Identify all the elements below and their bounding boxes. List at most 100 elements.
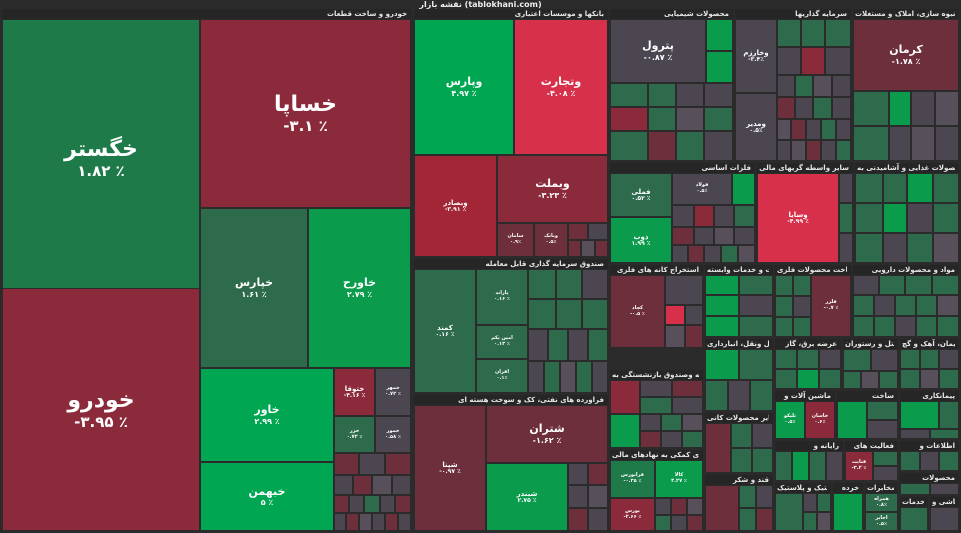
mini-tile[interactable] [568, 508, 588, 531]
tile-vamadaran[interactable]: ومدیر ۰.۵٪ [735, 93, 777, 161]
mini-tile[interactable] [734, 227, 755, 245]
mini-tile[interactable] [895, 295, 916, 316]
mini-tile[interactable] [883, 233, 907, 263]
mini-tile[interactable] [688, 245, 704, 263]
mini-tile[interactable] [939, 369, 959, 389]
mini-tile[interactable] [930, 429, 959, 439]
mini-tile[interactable] [706, 51, 733, 83]
mini-tile[interactable] [935, 91, 959, 126]
mini-tile[interactable] [705, 316, 739, 337]
tile-vakharazm[interactable]: وخارزم -۳.۴٪ [735, 19, 777, 93]
mini-tile[interactable] [752, 423, 773, 448]
tile-boors[interactable]: بورس -۲.۶۶ ٪ [610, 498, 655, 531]
tile-parand[interactable]: پاراند ۰.۱۶ ٪ [476, 269, 528, 325]
mini-tile[interactable] [867, 420, 898, 439]
mini-tile[interactable] [582, 269, 608, 299]
mini-tile[interactable] [528, 361, 544, 393]
tile-ghathabet[interactable]: قثابت -۳.۲ ٪ [845, 451, 873, 481]
mini-tile[interactable] [739, 485, 756, 508]
mini-tile[interactable] [836, 140, 851, 161]
mini-tile[interactable] [803, 493, 817, 512]
mini-tile[interactable] [933, 203, 959, 233]
tile-khsapa[interactable]: خساپا -۳.۱ ٪ [200, 19, 411, 208]
mini-tile[interactable] [588, 223, 608, 240]
mini-tile[interactable] [672, 205, 694, 227]
tile-kalla[interactable]: کالا ۴.۲۷ ٪ [655, 460, 703, 498]
mini-tile[interactable] [750, 380, 773, 411]
mini-tile[interactable] [937, 316, 959, 337]
mini-tile[interactable] [775, 493, 803, 531]
mini-tile[interactable] [588, 463, 608, 485]
mini-tile[interactable] [795, 97, 813, 119]
mini-tile[interactable] [813, 97, 832, 119]
mini-tile[interactable] [916, 316, 937, 337]
mini-tile[interactable] [731, 423, 752, 448]
mini-tile[interactable] [920, 369, 939, 389]
mini-tile[interactable] [661, 431, 682, 448]
mini-tile[interactable] [705, 295, 739, 316]
mini-tile[interactable] [825, 19, 851, 47]
mini-tile[interactable] [932, 275, 959, 295]
mini-tile[interactable] [900, 349, 920, 369]
mini-tile[interactable] [775, 451, 792, 481]
mini-tile[interactable] [793, 317, 811, 337]
mini-tile[interactable] [640, 380, 672, 397]
mini-tile[interactable] [819, 349, 841, 369]
mini-tile[interactable] [704, 131, 733, 161]
mini-tile[interactable] [911, 91, 935, 126]
mini-tile[interactable] [821, 140, 836, 161]
mini-tile[interactable] [907, 233, 933, 263]
mini-tile[interactable] [933, 233, 959, 263]
tile-akhaber[interactable]: اخابر ۰.۵٪ [865, 512, 898, 531]
tile-farabors[interactable]: فرابورس -۰.۳۵ ٪ [610, 460, 655, 498]
tile-khamehr[interactable]: خمهر ۰.۷۲ ٪ [375, 368, 411, 416]
mini-tile[interactable] [853, 126, 889, 161]
mini-tile[interactable] [385, 513, 398, 531]
mini-tile[interactable] [728, 380, 750, 411]
mini-tile[interactable] [900, 429, 930, 439]
mini-tile[interactable] [705, 380, 728, 411]
mini-tile[interactable] [648, 83, 676, 107]
tile-khamoor[interactable]: خمور ۰.۵۸ ٪ [375, 416, 411, 453]
mini-tile[interactable] [883, 203, 907, 233]
mini-tile[interactable] [665, 275, 703, 305]
mini-tile[interactable] [556, 269, 582, 299]
mini-tile[interactable] [704, 83, 733, 107]
mini-tile[interactable] [705, 349, 739, 380]
mini-tile[interactable] [836, 119, 851, 140]
mini-tile[interactable] [665, 305, 685, 325]
mini-tile[interactable] [777, 47, 801, 75]
mini-tile[interactable] [825, 47, 851, 75]
mini-tile[interactable] [813, 75, 832, 97]
mini-tile[interactable] [756, 508, 773, 531]
mini-tile[interactable] [873, 451, 898, 466]
mini-tile[interactable] [705, 275, 739, 295]
mini-tile[interactable] [568, 223, 588, 240]
mini-tile[interactable] [714, 227, 734, 245]
mini-tile[interactable] [821, 119, 836, 140]
mini-tile[interactable] [568, 240, 581, 257]
mini-tile[interactable] [803, 512, 817, 531]
mini-tile[interactable] [385, 453, 411, 475]
tile-khavarh[interactable]: خاورح ۲.۷۹ ٪ [308, 208, 411, 368]
tile-vesapa[interactable]: وسایا -۴.۹۹ ٪ [757, 173, 839, 263]
mini-tile[interactable] [582, 299, 608, 329]
mini-tile[interactable] [777, 140, 791, 161]
mini-tile[interactable] [588, 485, 608, 508]
tile-foolad[interactable]: فولاد ۰.۵٪ [672, 173, 732, 205]
mini-tile[interactable] [777, 97, 795, 119]
mini-tile[interactable] [610, 380, 640, 414]
mini-tile[interactable] [353, 475, 372, 495]
mini-tile[interactable] [833, 493, 863, 531]
mini-tile[interactable] [671, 498, 687, 515]
mini-tile[interactable] [874, 316, 895, 337]
mini-tile[interactable] [676, 107, 704, 131]
tile-femeli[interactable]: فملی ۰.۵۲ ٪ [610, 173, 672, 217]
mini-tile[interactable] [544, 361, 560, 393]
mini-tile[interactable] [879, 275, 905, 295]
mini-tile[interactable] [346, 513, 359, 531]
tile-khtoga[interactable]: ختوقا -۴.۱۶ ٪ [334, 368, 375, 416]
mini-tile[interactable] [839, 173, 853, 203]
mini-tile[interactable] [853, 316, 874, 337]
mini-tile[interactable] [738, 245, 755, 263]
